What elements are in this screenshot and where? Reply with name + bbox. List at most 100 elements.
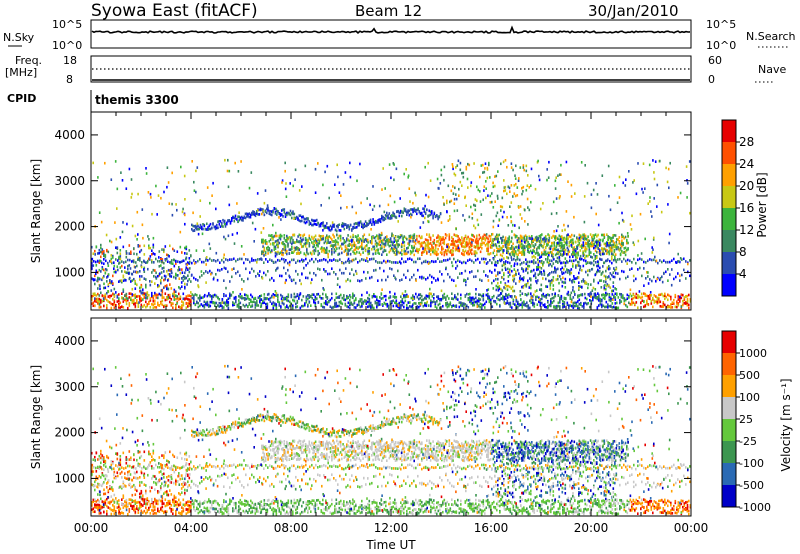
power-cell (356, 225, 358, 229)
power-cell (373, 269, 375, 272)
power-cell (112, 292, 114, 296)
power-cell (161, 303, 164, 307)
power-cell (170, 260, 173, 264)
power-cell (603, 286, 606, 290)
power-cell (107, 295, 110, 298)
power-cell (445, 302, 447, 305)
power-cell (545, 238, 547, 241)
power-cell (606, 241, 609, 245)
power-cell (119, 301, 122, 305)
power-cell (275, 260, 277, 264)
power-cell (578, 286, 580, 290)
power-cell (422, 214, 424, 218)
power-cell (657, 261, 659, 265)
power-cell (166, 253, 168, 257)
power-cell (571, 304, 573, 308)
power-cell (130, 280, 132, 283)
power-cell (554, 187, 557, 190)
power-cell (604, 242, 607, 246)
power-cell (503, 241, 506, 244)
power-cell (608, 275, 610, 278)
power-cell (533, 274, 535, 278)
freq-label-1: Freq. (15, 54, 42, 67)
power-cell (575, 250, 577, 253)
power-cell (179, 297, 182, 300)
power-cell (540, 261, 543, 265)
power-cell (409, 235, 412, 238)
power-cell (98, 261, 101, 264)
power-cell (314, 241, 317, 244)
power-cell (299, 306, 302, 310)
power-cell (398, 243, 401, 247)
power-cell (313, 249, 316, 252)
power-cell (118, 304, 121, 308)
power-cell (611, 249, 613, 252)
power-cell (562, 300, 564, 303)
power-cell (557, 250, 559, 254)
power-cell (155, 275, 157, 279)
power-cell (539, 260, 541, 263)
power-cell (314, 249, 317, 253)
power-cell (353, 294, 356, 297)
power-cell (252, 210, 254, 213)
power-cell (403, 207, 406, 210)
power-cell (386, 253, 388, 256)
power-cell (614, 302, 617, 305)
power-cell (175, 297, 177, 301)
power-cell (622, 242, 624, 246)
power-cell (613, 234, 616, 237)
power-cell (392, 241, 394, 245)
power-cell (323, 306, 326, 309)
power-cell (507, 251, 510, 255)
power-cell (326, 301, 329, 304)
power-cell (379, 218, 382, 221)
power-cell (483, 237, 486, 240)
power-cell (116, 295, 119, 298)
power-cell (560, 278, 562, 281)
power-cell (594, 257, 597, 260)
power-cell (578, 294, 581, 298)
power-cell (522, 248, 525, 252)
power-cell (531, 251, 534, 255)
power-cell (188, 302, 191, 305)
power-cell (373, 293, 375, 296)
power-cell (614, 292, 617, 296)
power-cell (431, 260, 433, 263)
power-cell (297, 247, 299, 250)
power-cell (261, 238, 263, 242)
power-cell (452, 242, 454, 246)
power-cell (560, 241, 562, 244)
power-cell (668, 305, 671, 309)
power-cell (529, 260, 531, 264)
power-cell (507, 256, 510, 260)
power-cell (438, 242, 441, 245)
power-cell (608, 265, 610, 268)
power-cell (362, 235, 364, 238)
power-cell (396, 243, 398, 246)
power-cell (452, 246, 454, 250)
power-cell (512, 278, 514, 282)
power-cell (318, 252, 321, 255)
power-cell (604, 244, 607, 247)
power-cell (205, 270, 207, 273)
power-cell (656, 277, 658, 281)
power-cell (542, 262, 544, 266)
power-cell (347, 305, 350, 309)
power-cell (602, 265, 604, 268)
power-cell (499, 298, 501, 302)
power-cell (573, 246, 576, 249)
power-cell (491, 261, 493, 264)
power-cell (621, 233, 623, 237)
power-cell (382, 296, 384, 300)
power-cell (331, 306, 333, 310)
power-cell (381, 253, 383, 256)
power-cell (551, 278, 553, 282)
power-cell (597, 281, 600, 285)
power-cell (612, 275, 615, 279)
power-cell (512, 168, 514, 172)
power-cell (685, 165, 688, 168)
power-cell (497, 250, 499, 253)
power-cell (211, 300, 213, 304)
power-cell (241, 278, 243, 281)
power-cell (401, 210, 403, 213)
